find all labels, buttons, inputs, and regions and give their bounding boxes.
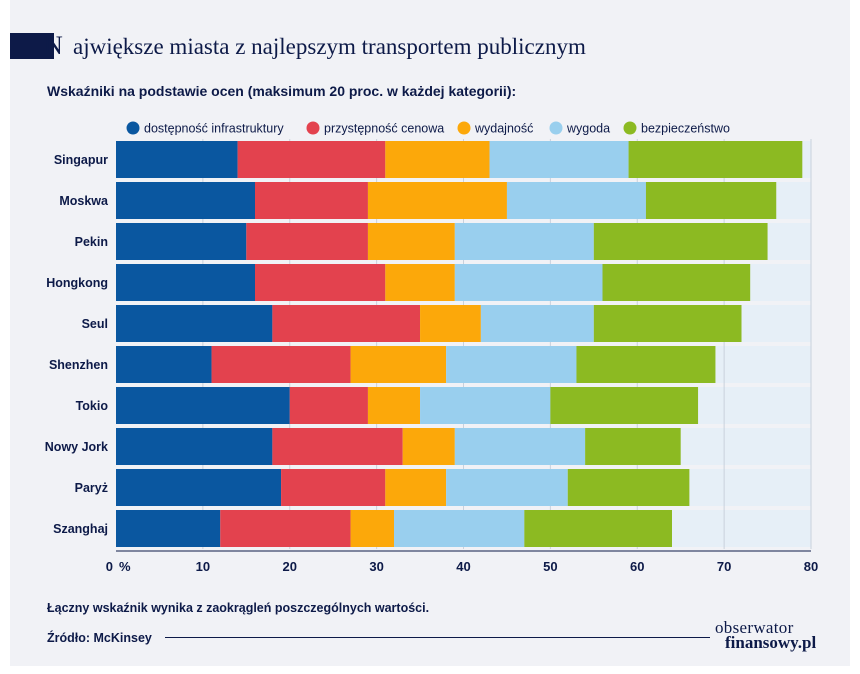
- bar-segment: [454, 264, 603, 301]
- footnote: Łączny wskaźnik wynika z zaokrągleń posz…: [47, 601, 430, 615]
- bar-segment: [550, 387, 699, 424]
- logo-line-1: obserwator: [715, 618, 794, 637]
- bar-segment: [116, 182, 255, 219]
- x-tick-label: 40: [456, 559, 470, 574]
- bar-segment: [567, 469, 690, 506]
- legend-label: bezpieczeństwo: [641, 122, 730, 136]
- bar-segment: [446, 469, 568, 506]
- bar-segment: [116, 223, 247, 260]
- title-accent-block: [10, 33, 54, 59]
- bar-segment: [454, 223, 594, 260]
- source-label: Źródło: McKinsey: [47, 631, 152, 645]
- x-tick-label: 0: [106, 559, 113, 574]
- legend-swatch: [457, 121, 471, 135]
- bar-segment: [454, 428, 586, 465]
- category-label: Shenzhen: [49, 358, 108, 372]
- bar-segment: [367, 223, 455, 260]
- bar-segment: [116, 469, 282, 506]
- bar-segment: [255, 182, 368, 219]
- bar-segment: [116, 510, 221, 547]
- legend-swatch: [126, 121, 140, 135]
- logo-line-2: finansowy.pl: [725, 633, 817, 652]
- x-tick-label: 50: [543, 559, 557, 574]
- bar-segment: [524, 510, 672, 547]
- bar-segment: [116, 387, 290, 424]
- bar-segment: [289, 387, 368, 424]
- category-label: Tokio: [76, 399, 109, 413]
- title-first-letter: N: [44, 31, 63, 60]
- bar-segment: [281, 469, 386, 506]
- legend-label: wydajność: [474, 122, 533, 136]
- x-tick-label: 20: [283, 559, 297, 574]
- bar-segment: [350, 346, 447, 383]
- bar-segment: [350, 510, 394, 547]
- category-label: Singapur: [54, 153, 108, 167]
- bar-segment: [602, 264, 751, 301]
- category-label: Nowy Jork: [45, 440, 108, 454]
- bar-segment: [385, 141, 490, 178]
- publisher-logo: obserwator finansowy.pl: [715, 618, 817, 652]
- bar-segment: [220, 510, 351, 547]
- x-tick-label: 60: [630, 559, 644, 574]
- bar-segment: [116, 346, 212, 383]
- bar-segment: [593, 305, 742, 342]
- bar-segment: [367, 387, 421, 424]
- bar-segment: [116, 141, 238, 178]
- bar-segment: [506, 182, 646, 219]
- bar-segment: [402, 428, 455, 465]
- bar-segment: [394, 510, 525, 547]
- bar-segment: [116, 428, 273, 465]
- bar-segment: [480, 305, 594, 342]
- category-label: Pekin: [75, 235, 108, 249]
- bar-segment: [385, 469, 447, 506]
- legend-swatch: [306, 121, 320, 135]
- bar-segment: [585, 428, 681, 465]
- legend-swatch: [623, 121, 637, 135]
- x-unit-label: %: [119, 559, 131, 574]
- bar-segment: [272, 428, 403, 465]
- category-label: Hongkong: [46, 276, 108, 290]
- bar-segment: [628, 141, 803, 178]
- bar-segment: [385, 264, 455, 301]
- x-tick-label: 80: [804, 559, 818, 574]
- bar-segment: [116, 264, 255, 301]
- category-label: Szanghaj: [53, 522, 108, 536]
- legend-label: przystępność cenowa: [324, 122, 444, 136]
- title-block: N ajwiększe miasta z najlepszym transpor…: [10, 31, 586, 60]
- bar-segment: [211, 346, 351, 383]
- bar-segment: [576, 346, 716, 383]
- bar-segment: [246, 223, 368, 260]
- x-tick-label: 10: [196, 559, 210, 574]
- bar-segment: [489, 141, 629, 178]
- bar-segment: [593, 223, 768, 260]
- bar-segment: [446, 346, 577, 383]
- x-tick-label: 70: [717, 559, 731, 574]
- category-label: Paryż: [75, 481, 108, 495]
- bar-segment: [367, 182, 507, 219]
- bar-segment: [237, 141, 386, 178]
- legend-label: dostępność infrastruktury: [144, 122, 284, 136]
- bar-segment: [272, 305, 421, 342]
- bar-segment: [420, 305, 481, 342]
- legend-swatch: [549, 121, 563, 135]
- chart-subtitle: Wskaźniki na podstawie ocen (maksimum 20…: [47, 83, 517, 99]
- legend-label: wygoda: [566, 122, 610, 136]
- x-tick-label: 30: [369, 559, 383, 574]
- chart-title: ajwiększe miasta z najlepszym transporte…: [73, 34, 586, 59]
- bar-segment: [645, 182, 777, 219]
- category-label: Seul: [82, 317, 108, 331]
- category-label: Moskwa: [59, 194, 109, 208]
- source-divider: [165, 637, 710, 638]
- bar-segment: [116, 305, 273, 342]
- bar-segment: [255, 264, 386, 301]
- bar-segment: [420, 387, 551, 424]
